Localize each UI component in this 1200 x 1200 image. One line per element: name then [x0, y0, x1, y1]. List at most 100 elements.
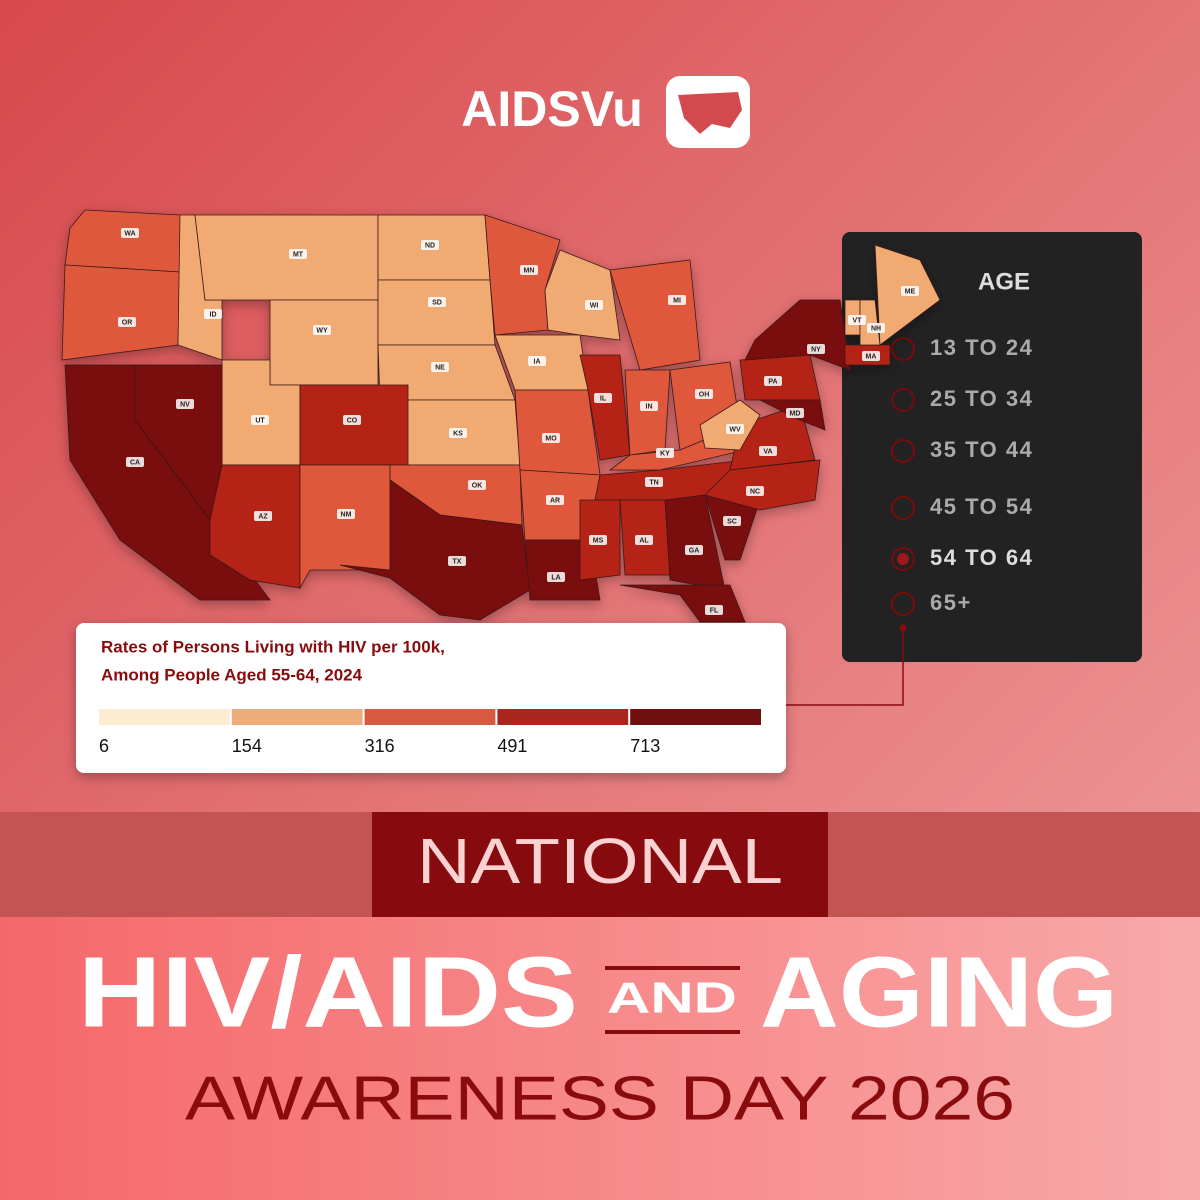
- state-label: IL: [600, 395, 607, 402]
- state: [624, 369, 671, 456]
- legend-break: 6: [99, 736, 109, 756]
- state-label-bg: [848, 315, 866, 325]
- state-label-bg: [786, 408, 804, 418]
- state-label: NM: [341, 511, 352, 518]
- age-option: 13 TO 24: [930, 335, 1033, 360]
- state-label: ID: [210, 311, 217, 318]
- legend-title: Among People Aged 55-64, 2024: [101, 665, 363, 684]
- state-label-bg: [867, 323, 885, 333]
- state-label: MD: [790, 410, 801, 417]
- state-label-bg: [656, 448, 674, 458]
- radio: [891, 592, 915, 616]
- legend-swatch: [497, 709, 629, 725]
- state-label: ND: [425, 242, 435, 249]
- state-label: PA: [768, 378, 777, 385]
- state-label: MO: [545, 435, 557, 442]
- state: [609, 259, 701, 371]
- state-label-bg: [746, 486, 764, 496]
- age-panel: [842, 232, 1142, 662]
- state-label: GA: [689, 547, 700, 554]
- state-label-bg: [449, 428, 467, 438]
- state-label-bg: [520, 265, 538, 275]
- legend-card: [76, 623, 786, 773]
- connector: [786, 628, 904, 706]
- state-label-bg: [645, 477, 663, 487]
- state-label: MA: [866, 353, 877, 360]
- state-label-bg: [594, 393, 612, 403]
- state-label: NE: [435, 364, 445, 371]
- state: [514, 389, 601, 476]
- state-label: TX: [453, 558, 462, 565]
- connector-dot: [899, 624, 907, 632]
- radio: [891, 337, 915, 361]
- state-label-bg: [204, 309, 222, 319]
- state-label: AR: [550, 497, 560, 504]
- bottom-background: [0, 917, 1200, 1200]
- state-label: NY: [811, 346, 821, 353]
- state: [269, 299, 379, 386]
- state-label-bg: [547, 572, 565, 582]
- state-label-bg: [126, 457, 144, 467]
- state-label-bg: [685, 545, 703, 555]
- state-label-bg: [635, 535, 653, 545]
- headline-right: AGING: [760, 936, 1118, 1048]
- state-label: WV: [729, 426, 741, 433]
- age-option: 54 TO 64: [930, 545, 1033, 570]
- state: [339, 479, 531, 621]
- state-label-bg: [901, 286, 919, 296]
- state-label-bg: [726, 424, 744, 434]
- headline-and: AND: [607, 974, 737, 1023]
- state-label-bg: [528, 356, 546, 366]
- state-label-bg: [289, 249, 307, 259]
- headline-left: HIV/AIDS: [78, 936, 578, 1048]
- state-label: MI: [673, 297, 681, 304]
- legend-break: 713: [630, 736, 660, 756]
- state-label-bg: [759, 446, 777, 456]
- radio: [891, 547, 915, 571]
- state-label: IN: [646, 403, 653, 410]
- logo-map: [678, 92, 742, 134]
- age-option: 35 TO 44: [930, 437, 1033, 462]
- state-label: MN: [524, 267, 535, 274]
- state: [61, 264, 181, 361]
- state-label-bg: [121, 228, 139, 238]
- state-label-bg: [428, 297, 446, 307]
- state-label: UT: [255, 417, 265, 424]
- state-label-bg: [807, 344, 825, 354]
- state-label-bg: [695, 389, 713, 399]
- age-option: 25 TO 34: [930, 386, 1033, 411]
- legend-title: Rates of Persons Living with HIV per 100…: [101, 637, 445, 656]
- state-label: OK: [472, 482, 483, 489]
- legend-swatch: [99, 709, 230, 725]
- legend-break: 491: [497, 736, 527, 756]
- state-label-bg: [640, 401, 658, 411]
- state-label: NH: [871, 325, 881, 332]
- state-label: SD: [432, 299, 442, 306]
- radio: [891, 439, 915, 463]
- state-label-bg: [542, 433, 560, 443]
- legend-swatch: [364, 709, 496, 725]
- state-label: IA: [534, 358, 541, 365]
- state: [194, 214, 379, 301]
- state-label: MS: [593, 537, 604, 544]
- state: [299, 464, 391, 590]
- state-label: WA: [124, 230, 135, 237]
- state-label: OH: [699, 391, 710, 398]
- state-label: MT: [293, 251, 304, 258]
- state-label: OR: [122, 319, 133, 326]
- logo-text: AIDSVu: [461, 81, 643, 137]
- state-label-bg: [546, 495, 564, 505]
- state-label: TN: [649, 479, 658, 486]
- state-label: FL: [710, 607, 719, 614]
- state-label-bg: [251, 415, 269, 425]
- radio: [891, 496, 915, 520]
- state-label: AL: [639, 537, 649, 544]
- state-label-bg: [585, 300, 603, 310]
- state-label-bg: [337, 509, 355, 519]
- age-option: 45 TO 54: [930, 494, 1033, 519]
- state-label: ME: [905, 288, 916, 295]
- state-label: SC: [727, 518, 737, 525]
- state-label: CO: [347, 417, 358, 424]
- state-label: WI: [590, 302, 599, 309]
